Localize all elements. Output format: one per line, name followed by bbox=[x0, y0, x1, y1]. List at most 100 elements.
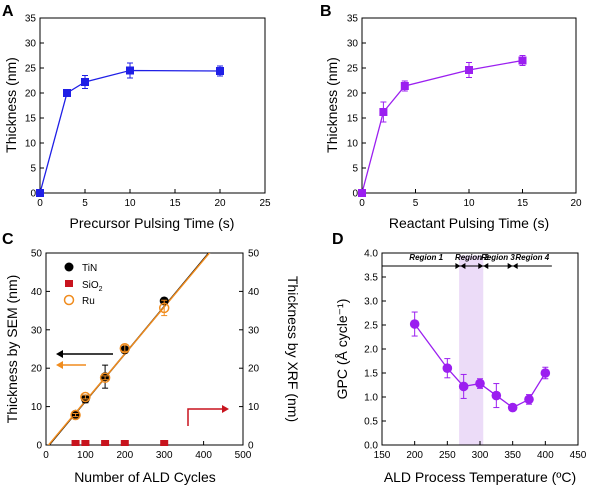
c-fit-line-orange bbox=[47, 253, 211, 445]
d-ytick-label: 4.0 bbox=[364, 249, 378, 260]
c-ytick-label: 10 bbox=[31, 402, 43, 413]
panel-d-label: D bbox=[332, 231, 344, 248]
a-point bbox=[216, 67, 224, 75]
a-series-line bbox=[39, 69, 221, 194]
d-region-2-shade bbox=[459, 255, 484, 445]
c-sio2-point bbox=[81, 440, 90, 446]
d-xtick-label: 250 bbox=[439, 450, 456, 461]
d-ytick-label: 3.0 bbox=[364, 297, 378, 308]
legend-sio2-label: SiO2 bbox=[82, 280, 103, 293]
arrow-orange-head bbox=[56, 361, 63, 369]
d-point bbox=[491, 390, 502, 401]
d-region-arrowhead bbox=[483, 262, 489, 269]
b-point bbox=[379, 108, 388, 116]
panel-b-xlabel: Reactant Pulsing Time (s) bbox=[389, 215, 549, 231]
a-xtick-label: 5 bbox=[82, 198, 88, 209]
panel-a-label: A bbox=[2, 3, 14, 20]
panel-a-ylabel: Thickness (nm) bbox=[3, 57, 19, 153]
b-xtick-label: 10 bbox=[463, 198, 475, 209]
d-point bbox=[458, 381, 469, 392]
c-ytick-label: 0 bbox=[36, 441, 42, 452]
d-ytick-label: 2.5 bbox=[364, 321, 378, 332]
d-point bbox=[507, 402, 518, 413]
c-ytick-label: 20 bbox=[31, 364, 43, 375]
panel-d-xlabel: ALD Process Temperature (ºC) bbox=[384, 469, 576, 485]
a-xtick-label: 20 bbox=[214, 198, 226, 209]
d-point bbox=[524, 394, 534, 405]
legend-ru-marker bbox=[63, 294, 75, 306]
d-point bbox=[409, 319, 420, 329]
d-region-arrowhead bbox=[478, 262, 484, 269]
c-xtick-label: 300 bbox=[156, 450, 173, 461]
c-ru-point bbox=[70, 409, 81, 421]
d-point bbox=[540, 368, 551, 378]
panel-a-xlabel: Precursor Pulsing Time (s) bbox=[70, 215, 235, 231]
c-y2tick-label: 50 bbox=[248, 249, 260, 260]
d-region-arrowhead bbox=[455, 262, 461, 269]
c-y2tick-label: 30 bbox=[248, 325, 260, 336]
panel-a: A 0 5 10 15 20 25 0 5 10 15 20 25 30 35 Precursor Pul… bbox=[2, 3, 271, 231]
d-region-arrowhead bbox=[460, 262, 466, 269]
a-xtick-label: 10 bbox=[124, 198, 136, 209]
panel-a-frame bbox=[39, 17, 266, 194]
c-ru-point bbox=[119, 342, 131, 354]
c-ytick-label: 30 bbox=[31, 325, 43, 336]
b-ytick-label: 15 bbox=[347, 114, 359, 125]
c-y2tick-label: 20 bbox=[248, 364, 260, 375]
a-ytick-label: 15 bbox=[25, 114, 37, 125]
d-region-label: Region 4 bbox=[515, 253, 549, 262]
b-point bbox=[465, 66, 473, 74]
axis-indicator-arrows bbox=[56, 350, 229, 426]
c-y2tick-label: 10 bbox=[248, 402, 260, 413]
d-ytick-label: 2.0 bbox=[364, 345, 378, 356]
a-ytick-label: 35 bbox=[25, 14, 37, 25]
panel-c-legend: TiN SiO2 Ru bbox=[63, 262, 103, 307]
d-point bbox=[442, 363, 453, 374]
a-point bbox=[63, 89, 71, 97]
arrow-red-right bbox=[187, 408, 226, 426]
a-xtick-label: 15 bbox=[169, 198, 181, 209]
b-point bbox=[358, 189, 366, 197]
b-series-line bbox=[361, 59, 523, 194]
c-sio2-point bbox=[101, 440, 110, 446]
a-xtick-label: 0 bbox=[37, 198, 43, 209]
a-ytick-label: 5 bbox=[30, 164, 36, 175]
c-ytick-label: 40 bbox=[31, 287, 43, 298]
panel-c-label: C bbox=[2, 231, 14, 248]
d-region-label: Region 1 bbox=[409, 253, 443, 262]
d-region-arrowhead bbox=[512, 262, 518, 269]
d-point bbox=[475, 378, 485, 389]
b-xtick-label: 15 bbox=[517, 198, 529, 209]
a-ytick-label: 0 bbox=[30, 189, 36, 200]
b-point bbox=[400, 82, 409, 90]
legend-sio2-marker bbox=[65, 280, 73, 287]
panel-c-xlabel: Number of ALD Cycles bbox=[74, 469, 216, 485]
b-xtick-label: 20 bbox=[570, 198, 582, 209]
d-xtick-label: 300 bbox=[472, 450, 489, 461]
d-xtick-label: 200 bbox=[406, 450, 423, 461]
d-xtick-label: 150 bbox=[374, 450, 391, 461]
panel-c-ylabel: Thickness by SEM (nm) bbox=[4, 275, 20, 424]
c-xtick-label: 0 bbox=[43, 450, 49, 461]
a-point bbox=[36, 189, 44, 197]
panel-b-frame bbox=[361, 17, 577, 194]
c-y2tick-label: 40 bbox=[248, 287, 260, 298]
a-point bbox=[126, 66, 134, 75]
c-sio2-point bbox=[71, 440, 80, 446]
legend-ru-label: Ru bbox=[82, 296, 95, 307]
d-region-label: Region 2 bbox=[455, 253, 489, 262]
c-xtick-label: 400 bbox=[195, 450, 212, 461]
d-xtick-label: 350 bbox=[504, 450, 521, 461]
c-ru-point bbox=[158, 302, 170, 314]
d-region-arrowhead bbox=[507, 262, 513, 269]
b-ytick-label: 0 bbox=[352, 189, 358, 200]
c-ru-point bbox=[80, 391, 91, 403]
b-ytick-label: 10 bbox=[347, 139, 359, 150]
d-ytick-label: 3.5 bbox=[364, 273, 378, 284]
b-ytick-label: 20 bbox=[347, 89, 359, 100]
panel-c-frame bbox=[45, 252, 244, 446]
b-ytick-label: 5 bbox=[352, 164, 358, 175]
b-xtick-label: 5 bbox=[413, 198, 419, 209]
panel-b-label: B bbox=[320, 3, 332, 20]
c-xtick-label: 100 bbox=[77, 450, 94, 461]
